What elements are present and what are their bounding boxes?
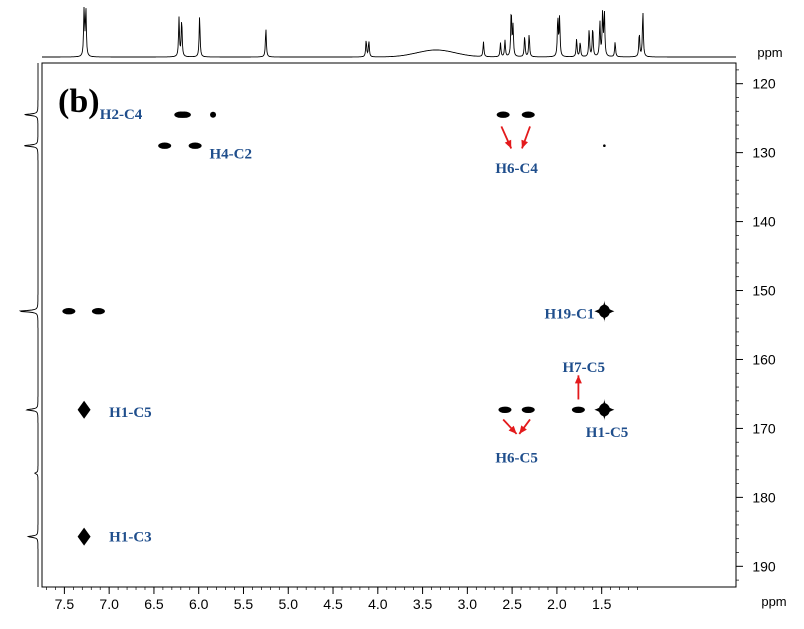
arrow-head-0	[504, 139, 512, 149]
cross-peak-6	[188, 142, 202, 149]
x-tick-label-3: 6.0	[189, 596, 209, 612]
cross-peak-15-core	[598, 403, 610, 417]
y-tick-label-3: 150	[752, 283, 776, 299]
y-tick-label-6: 180	[752, 489, 776, 505]
arrows	[500, 126, 582, 435]
x-tick-label-8: 3.5	[413, 596, 433, 612]
x-tick-label-5: 5.0	[279, 596, 299, 612]
x-tick-label-1: 7.0	[99, 596, 119, 612]
top-projection-trace	[42, 6, 736, 58]
peak-annotations: H2-C4 H4-C2 H6-C4 H19-C1 H7-C5 H1-C5 H1-C5 H6-C…	[100, 107, 629, 546]
cross-peak-9	[91, 308, 105, 315]
cross-peak-13	[521, 406, 535, 414]
y-tick-label-4: 160	[752, 351, 776, 367]
cross-peak-16	[77, 527, 91, 546]
peak-label-1: H4-C2	[209, 146, 252, 162]
arrow-head-2	[508, 425, 517, 434]
top-projection-spectrum	[42, 6, 736, 58]
y-tick-label-2: 140	[752, 214, 776, 230]
y-tick-label-1: 130	[752, 145, 776, 161]
cross-peak-11	[77, 400, 91, 419]
peak-label-8: H1-C3	[109, 530, 151, 546]
cross-peak-8	[62, 308, 76, 315]
cross-peak-10-core	[598, 304, 610, 318]
left-projection-trace	[18, 63, 39, 587]
peak-label-5: H1-C5	[109, 405, 151, 421]
x-tick-label-4: 5.5	[234, 596, 254, 612]
x-axis: 7.5 7.0 6.5 6.0 5.5 5.0 4.5 4.0 3.5 3.0 2.5 2.0 1.5	[46, 587, 638, 612]
cross-peak-12	[498, 406, 512, 414]
x-tick-label-7: 4.0	[368, 596, 388, 612]
cross-peak-7	[603, 144, 606, 148]
y-tick-label-7: 190	[752, 558, 776, 574]
y-axis: 120 130 140 150 160 170 180 190	[736, 69, 776, 581]
cross-peak-2	[210, 111, 217, 118]
cross-peak-1	[177, 111, 191, 118]
cross-peak-4	[521, 111, 535, 118]
cross-peaks	[62, 111, 615, 546]
peak-label-2: H6-C4	[495, 161, 538, 177]
x-tick-label-6: 4.5	[323, 596, 343, 612]
x-tick-label-10: 2.5	[502, 596, 522, 612]
x-tick-label-2: 6.5	[144, 596, 164, 612]
cross-peak-3	[496, 111, 510, 118]
x-axis-unit-label: ppm	[761, 594, 786, 609]
peak-label-7: H6-C5	[495, 450, 538, 466]
plot-frame	[41, 62, 737, 588]
peak-label-6: H1-C5	[586, 425, 629, 441]
arrow-head-1	[521, 139, 529, 149]
peak-label-0: H2-C4	[100, 107, 143, 123]
x-tick-label-12: 1.5	[592, 596, 612, 612]
top-axis-unit-label: ppm	[757, 45, 782, 60]
y-tick-label-0: 120	[752, 76, 776, 92]
left-projection-spectrum	[18, 63, 39, 587]
x-tick-label-0: 7.5	[55, 596, 75, 612]
x-tick-label-9: 3.0	[458, 596, 478, 612]
panel-label: (b)	[58, 83, 100, 120]
peak-label-4: H7-C5	[563, 360, 606, 376]
peak-label-3: H19-C1	[545, 306, 595, 322]
arrow-head-3	[519, 425, 527, 434]
cross-peak-5	[158, 142, 172, 149]
x-tick-label-11: 2.0	[547, 596, 567, 612]
y-tick-label-5: 170	[752, 420, 776, 436]
cross-peak-14	[571, 406, 585, 414]
arrow-head-4	[574, 375, 582, 384]
